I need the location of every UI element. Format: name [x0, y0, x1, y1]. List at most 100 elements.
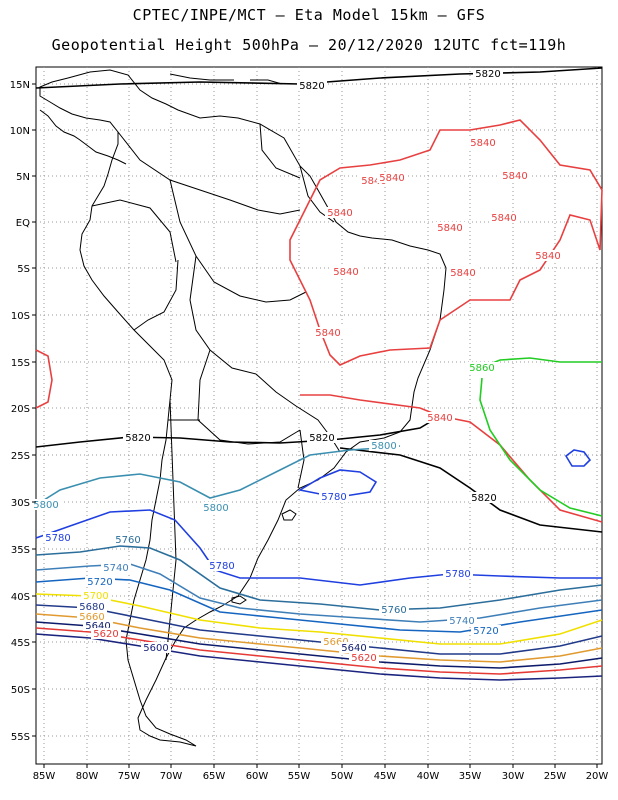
lat-tick-label: 50S — [11, 685, 30, 696]
contour-label: 5840 — [470, 138, 495, 149]
contour-label: 5640 — [341, 643, 366, 654]
contour-5660 — [35, 613, 603, 663]
contour-lines — [35, 67, 603, 681]
lat-tick-label: 30S — [11, 498, 30, 509]
contour-label-bg — [91, 628, 121, 639]
contour-label-bg — [207, 560, 237, 571]
contour-5840 — [289, 119, 603, 366]
contour-label: 5780 — [445, 569, 470, 580]
contour-5820 — [339, 447, 603, 533]
falkland-islands — [231, 595, 247, 605]
contour-label: 5760 — [115, 535, 140, 546]
contour-label-bg — [369, 440, 399, 451]
contour-label-bg — [473, 68, 503, 79]
contour-label-bg — [469, 492, 499, 503]
contour-label: 5840 — [379, 173, 404, 184]
contour-label-bg — [331, 266, 361, 277]
contour-label-bg — [85, 576, 115, 587]
contour-label-bg — [500, 170, 530, 181]
contour-label: 5680 — [79, 602, 104, 613]
central-america-coastline — [39, 109, 127, 165]
contour-label-bg — [297, 80, 327, 91]
contour-label-bg — [435, 222, 465, 233]
lon-tick-label: 45W — [374, 771, 397, 782]
contour-label-bg — [101, 562, 131, 573]
contour-label: 5840 — [491, 213, 516, 224]
lat-tick-label: 15S — [11, 358, 30, 369]
contour-5600 — [35, 633, 603, 681]
contour-label-bg — [489, 212, 519, 223]
contour-label-bg — [349, 652, 379, 663]
lon-tick-label: 85W — [33, 771, 56, 782]
lat-tick-label: 20S — [11, 404, 30, 415]
contour-label: 5660 — [323, 637, 348, 648]
contour-5780 — [564, 449, 592, 467]
contour-label-bg — [319, 491, 349, 502]
contour-label: 5820 — [471, 493, 496, 504]
contour-5760 — [35, 545, 603, 611]
lon-tick-label: 25W — [544, 771, 567, 782]
map-title: CPTEC/INPE/MCT – Eta Model 15km – GFS — [132, 6, 486, 24]
contour-label-bg — [77, 611, 107, 622]
contour-label-bg — [377, 172, 407, 183]
contour-label: 5780 — [45, 533, 70, 544]
contour-label-bg — [379, 604, 409, 615]
contour-label-bg — [83, 620, 113, 631]
contour-label-bg — [81, 590, 111, 601]
lon-tick-label: 55W — [288, 771, 311, 782]
contour-label: 5620 — [93, 629, 118, 640]
lon-tick-label: 35W — [459, 771, 482, 782]
contour-label: 5840 — [315, 328, 340, 339]
contour-label-bg — [307, 432, 337, 443]
contour-5680 — [35, 604, 603, 655]
country-borders — [91, 123, 341, 661]
contour-label-bg — [533, 250, 563, 261]
contour-5840 — [35, 349, 53, 409]
contour-label: 5820 — [475, 69, 500, 80]
lagoon — [281, 509, 297, 521]
contour-label: 5800 — [203, 503, 228, 514]
lon-tick-label: 70W — [160, 771, 183, 782]
contour-label-bg — [31, 499, 61, 510]
lat-tick-label: 45S — [11, 638, 30, 649]
lon-tick-label: 20W — [586, 771, 609, 782]
lat-tick-label: 10S — [11, 311, 30, 322]
contour-label: 5820 — [125, 433, 150, 444]
contour-label: 5820 — [299, 81, 324, 92]
contour-label: 5840 — [427, 413, 452, 424]
contour-label: 5840 — [333, 267, 358, 278]
contour-5640 — [35, 621, 603, 669]
contour-5620 — [35, 627, 603, 675]
map-subtitle: Geopotential Height 500hPa – 20/12/2020 … — [51, 36, 567, 54]
contour-label: 5780 — [209, 561, 234, 572]
longitude-labels: 85W 80W 75W 70W 65W 60W 55W 50W 45W 40W 35W 30W 25W 2… — [33, 764, 609, 782]
contour-label: 5700 — [83, 591, 108, 602]
south-america-coastline — [39, 69, 447, 747]
contour-label: 5740 — [103, 563, 128, 574]
lat-tick-label: 5N — [16, 172, 30, 183]
contour-5800 — [35, 445, 401, 506]
lat-tick-label: 25S — [11, 451, 30, 462]
contour-label: 5640 — [85, 621, 110, 632]
land-boundaries — [39, 69, 447, 747]
contour-label: 5620 — [351, 653, 376, 664]
contour-label-bg — [313, 327, 343, 338]
contour-label: 5720 — [87, 577, 112, 588]
contour-5840 — [300, 394, 441, 417]
contour-5860 — [479, 377, 603, 517]
contour-label-bg — [339, 642, 369, 653]
contour-label-bg — [77, 601, 107, 612]
contour-label-bg — [359, 175, 389, 186]
lat-tick-label: 10N — [10, 126, 30, 137]
contour-label-bg — [43, 532, 73, 543]
contour-label: 5840 — [361, 176, 386, 187]
contour-5820 — [35, 67, 603, 89]
contour-label: 5740 — [449, 616, 474, 627]
lon-tick-label: 60W — [246, 771, 269, 782]
lon-tick-label: 30W — [502, 771, 525, 782]
latitude-labels: 15N 10N 5N EQ 5S 10S 15S 20S 25S 30S 35S 40S 45S 50S 5… — [10, 80, 36, 743]
contour-label-bg — [448, 267, 478, 278]
contour-label-bg — [141, 642, 171, 653]
